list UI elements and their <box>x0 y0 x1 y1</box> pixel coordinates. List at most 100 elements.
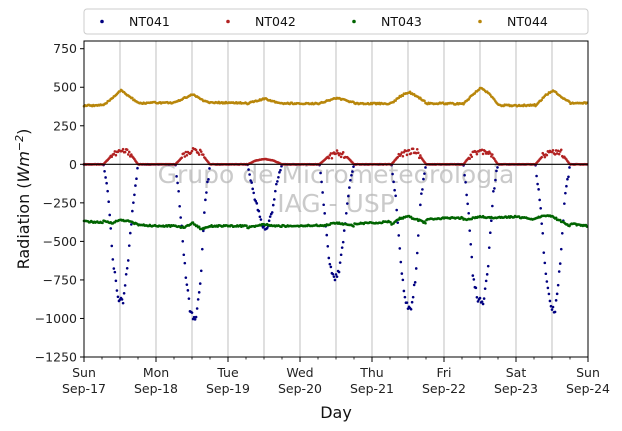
data-point-nt042 <box>475 152 479 156</box>
data-point-nt041 <box>132 201 135 204</box>
data-point-nt041 <box>410 300 414 304</box>
data-point-nt041 <box>547 292 551 296</box>
data-point-nt042 <box>409 152 413 155</box>
data-point-nt042 <box>415 147 419 151</box>
x-tick-label-day: Tue <box>216 365 239 380</box>
data-point-nt041 <box>114 279 118 283</box>
data-point-nt042 <box>113 150 117 153</box>
data-point-nt041 <box>546 286 550 290</box>
data-point-nt041 <box>207 178 210 181</box>
data-point-nt041 <box>272 198 276 201</box>
x-tick-label-day: Sun <box>576 365 600 380</box>
data-point-nt041 <box>394 194 397 198</box>
data-point-nt041 <box>413 281 417 284</box>
data-point-nt041 <box>496 166 499 169</box>
data-point-nt041 <box>465 193 468 197</box>
data-point-nt041 <box>347 194 350 198</box>
data-point-nt041 <box>112 267 116 270</box>
data-point-nt041 <box>414 267 418 270</box>
data-point-nt043 <box>245 224 248 228</box>
data-point-nt041 <box>545 280 549 283</box>
data-point-nt041 <box>122 292 126 295</box>
data-point-nt041 <box>411 295 415 299</box>
data-point-nt041 <box>278 171 281 174</box>
data-point-nt041 <box>398 247 402 250</box>
data-point-nt041 <box>338 261 342 264</box>
data-point-nt041 <box>420 192 423 195</box>
data-point-nt041 <box>274 189 277 193</box>
data-point-nt042 <box>194 148 198 152</box>
data-point-nt041 <box>402 289 406 293</box>
data-point-nt043 <box>554 216 558 220</box>
data-point-nt042 <box>330 156 334 160</box>
data-point-nt043 <box>424 221 427 225</box>
data-point-nt041 <box>350 173 353 177</box>
data-point-nt041 <box>268 215 272 218</box>
data-point-nt041 <box>208 167 211 170</box>
data-point-nt042 <box>182 152 186 155</box>
legend-marker-nt041 <box>100 19 104 24</box>
x-tick-label-date: Sep-21 <box>350 381 394 396</box>
data-point-nt041 <box>334 273 338 276</box>
data-point-nt041 <box>104 176 107 179</box>
data-point-nt041 <box>566 177 569 181</box>
data-point-nt042 <box>112 152 116 156</box>
data-point-nt041 <box>205 191 208 194</box>
data-point-nt041 <box>474 286 478 290</box>
data-point-nt041 <box>176 181 179 185</box>
data-point-nt041 <box>276 180 279 183</box>
data-point-nt041 <box>265 226 269 230</box>
data-point-nt042 <box>110 155 114 159</box>
data-point-nt041 <box>466 202 469 206</box>
y-axis-title: Radiation (Wm−2) <box>13 129 33 270</box>
data-point-nt041 <box>486 264 490 268</box>
data-point-nt041 <box>487 246 491 249</box>
watermark-line-2: IAG - USP <box>277 189 395 218</box>
data-point-nt042 <box>488 152 492 155</box>
data-point-nt042 <box>183 155 187 158</box>
data-point-nt041 <box>185 283 189 286</box>
data-point-nt041 <box>344 211 348 215</box>
data-point-nt044 <box>540 98 544 102</box>
data-point-nt041 <box>481 302 485 306</box>
data-point-nt041 <box>422 177 425 181</box>
data-point-nt041 <box>568 166 571 169</box>
x-axis: SunSep-17MonSep-18TueSep-19WedSep-20ThuS… <box>62 357 610 396</box>
legend-label-nt044: NT044 <box>507 14 548 29</box>
y-tick-label: 250 <box>53 118 77 133</box>
data-point-nt041 <box>485 273 489 276</box>
data-point-nt041 <box>340 246 344 249</box>
data-point-nt041 <box>204 198 207 202</box>
data-point-nt041 <box>464 180 467 184</box>
data-point-nt041 <box>540 222 544 225</box>
data-point-nt042 <box>401 154 405 158</box>
data-point-nt041 <box>200 247 204 251</box>
data-point-nt041 <box>535 174 538 178</box>
x-tick-label-date: Sep-23 <box>494 381 538 396</box>
data-point-nt041 <box>423 172 426 175</box>
data-point-nt041 <box>476 300 480 303</box>
data-point-nt041 <box>194 315 198 319</box>
data-point-nt042 <box>338 152 342 155</box>
data-point-nt042 <box>474 150 478 154</box>
data-point-nt041 <box>206 180 209 184</box>
data-point-nt041 <box>203 211 206 214</box>
data-point-nt044 <box>131 96 134 100</box>
data-point-nt041 <box>415 251 419 255</box>
data-point-nt041 <box>267 219 271 222</box>
data-point-nt041 <box>121 301 125 305</box>
y-axis-title-close: ) <box>14 129 33 135</box>
data-point-nt041 <box>175 175 178 178</box>
y-axis: −1250 −1000 −750 −500 −250 0 250 500 750 <box>35 41 84 365</box>
data-point-nt041 <box>492 189 495 193</box>
data-point-nt041 <box>196 298 200 301</box>
data-point-nt041 <box>537 188 540 191</box>
data-point-nt042 <box>185 153 189 157</box>
data-point-nt041 <box>327 256 331 260</box>
data-point-nt041 <box>131 209 134 213</box>
data-point-nt041 <box>120 298 124 301</box>
data-point-nt041 <box>254 199 258 203</box>
data-point-nt041 <box>106 189 109 193</box>
data-point-nt041 <box>557 270 561 273</box>
